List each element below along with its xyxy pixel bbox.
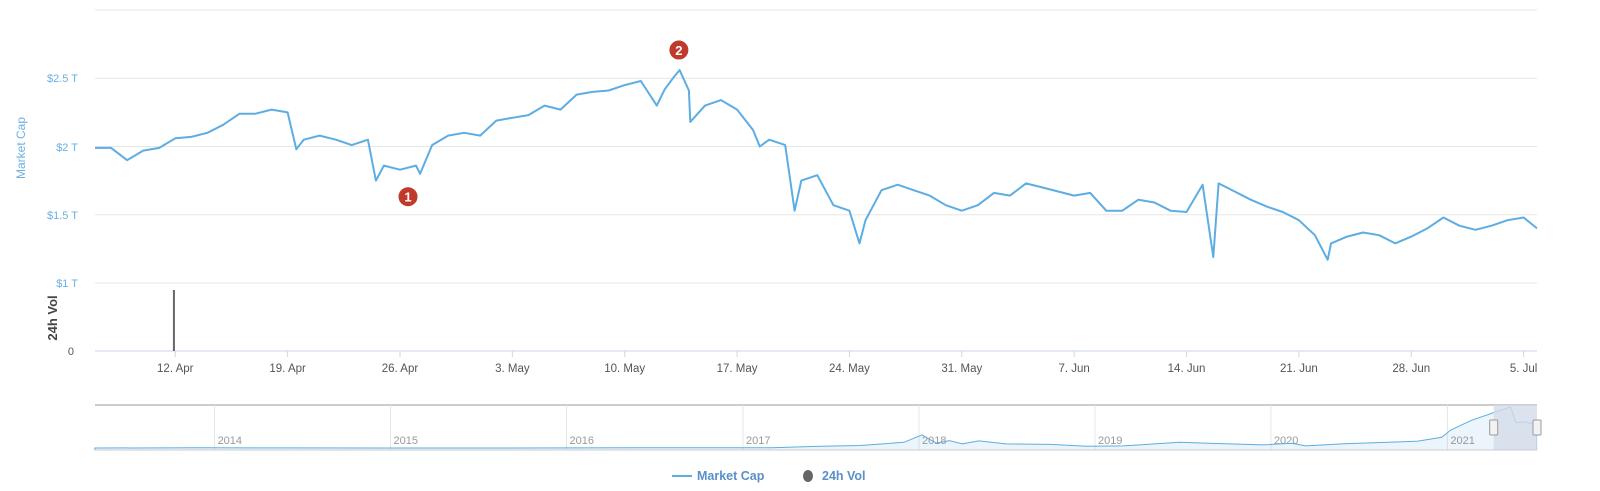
navigator[interactable]: 20142015201620172018201920202021 [94, 404, 1542, 451]
volume-bar [172, 290, 175, 351]
x-tick-label: 12. Apr [157, 363, 194, 375]
x-tick-label: 14. Jun [1168, 363, 1206, 375]
x-tick-label: 10. May [604, 363, 645, 375]
navigator-year-label: 2014 [218, 435, 242, 447]
x-tick-label: 17. May [717, 363, 758, 375]
navigator-year-label: 2016 [570, 435, 594, 447]
legend-item-24h-vol[interactable]: 24h Vol [803, 469, 866, 483]
x-axis: 12. Apr 19. Apr 26. Apr 3. May 10. May 17. Ma… [157, 351, 1537, 375]
annotation-marker: 1 [397, 186, 419, 208]
legend: Market Cap 24h Vol [672, 469, 866, 483]
grid [95, 9, 1537, 352]
annotation-label: 1 [404, 190, 411, 205]
navigator-handle[interactable] [1489, 419, 1499, 436]
volume-axis-title: 24h Vol [45, 295, 60, 340]
y-tick-label: $2.5 T [47, 73, 78, 85]
y-tick-label: $1 T [56, 278, 78, 290]
annotation-label: 2 [675, 43, 682, 58]
y-tick-label: $2 T [56, 142, 78, 154]
navigator-year-label: 2015 [394, 435, 418, 447]
navigator-year-label: 2017 [746, 435, 770, 447]
market-cap-line[interactable] [95, 69, 1538, 261]
navigator-year-label: 2019 [1098, 435, 1122, 447]
x-tick-label: 28. Jun [1392, 363, 1430, 375]
x-tick-label: 31. May [941, 363, 982, 375]
annotations: 12 [397, 39, 690, 208]
volume-series [172, 290, 175, 351]
legend-marker [803, 470, 813, 482]
legend-label: 24h Vol [822, 469, 866, 483]
x-tick-label: 21. Jun [1280, 363, 1318, 375]
x-tick-label: 19. Apr [269, 363, 306, 375]
navigator-selected-range[interactable] [1493, 405, 1537, 450]
x-tick-label: 7. Jun [1059, 363, 1090, 375]
x-tick-label: 3. May [495, 363, 530, 375]
volume-tick-label: 0 [68, 346, 74, 358]
x-tick-label: 26. Apr [382, 363, 419, 375]
y-tick-label: $1.5 T [47, 210, 78, 222]
x-tick-label: 24. May [829, 363, 870, 375]
legend-label: Market Cap [697, 469, 765, 483]
navigator-handle[interactable] [1532, 419, 1542, 436]
annotation-marker: 2 [668, 39, 690, 61]
y-axis-title: Market Cap [14, 117, 28, 179]
x-tick-label: 5. Jul [1510, 363, 1538, 375]
navigator-year-label: 2021 [1450, 435, 1474, 447]
legend-item-market-cap[interactable]: Market Cap [672, 469, 765, 483]
annotation-circle [397, 186, 419, 208]
navigator-background [95, 405, 1537, 450]
annotation-circle [668, 39, 690, 61]
